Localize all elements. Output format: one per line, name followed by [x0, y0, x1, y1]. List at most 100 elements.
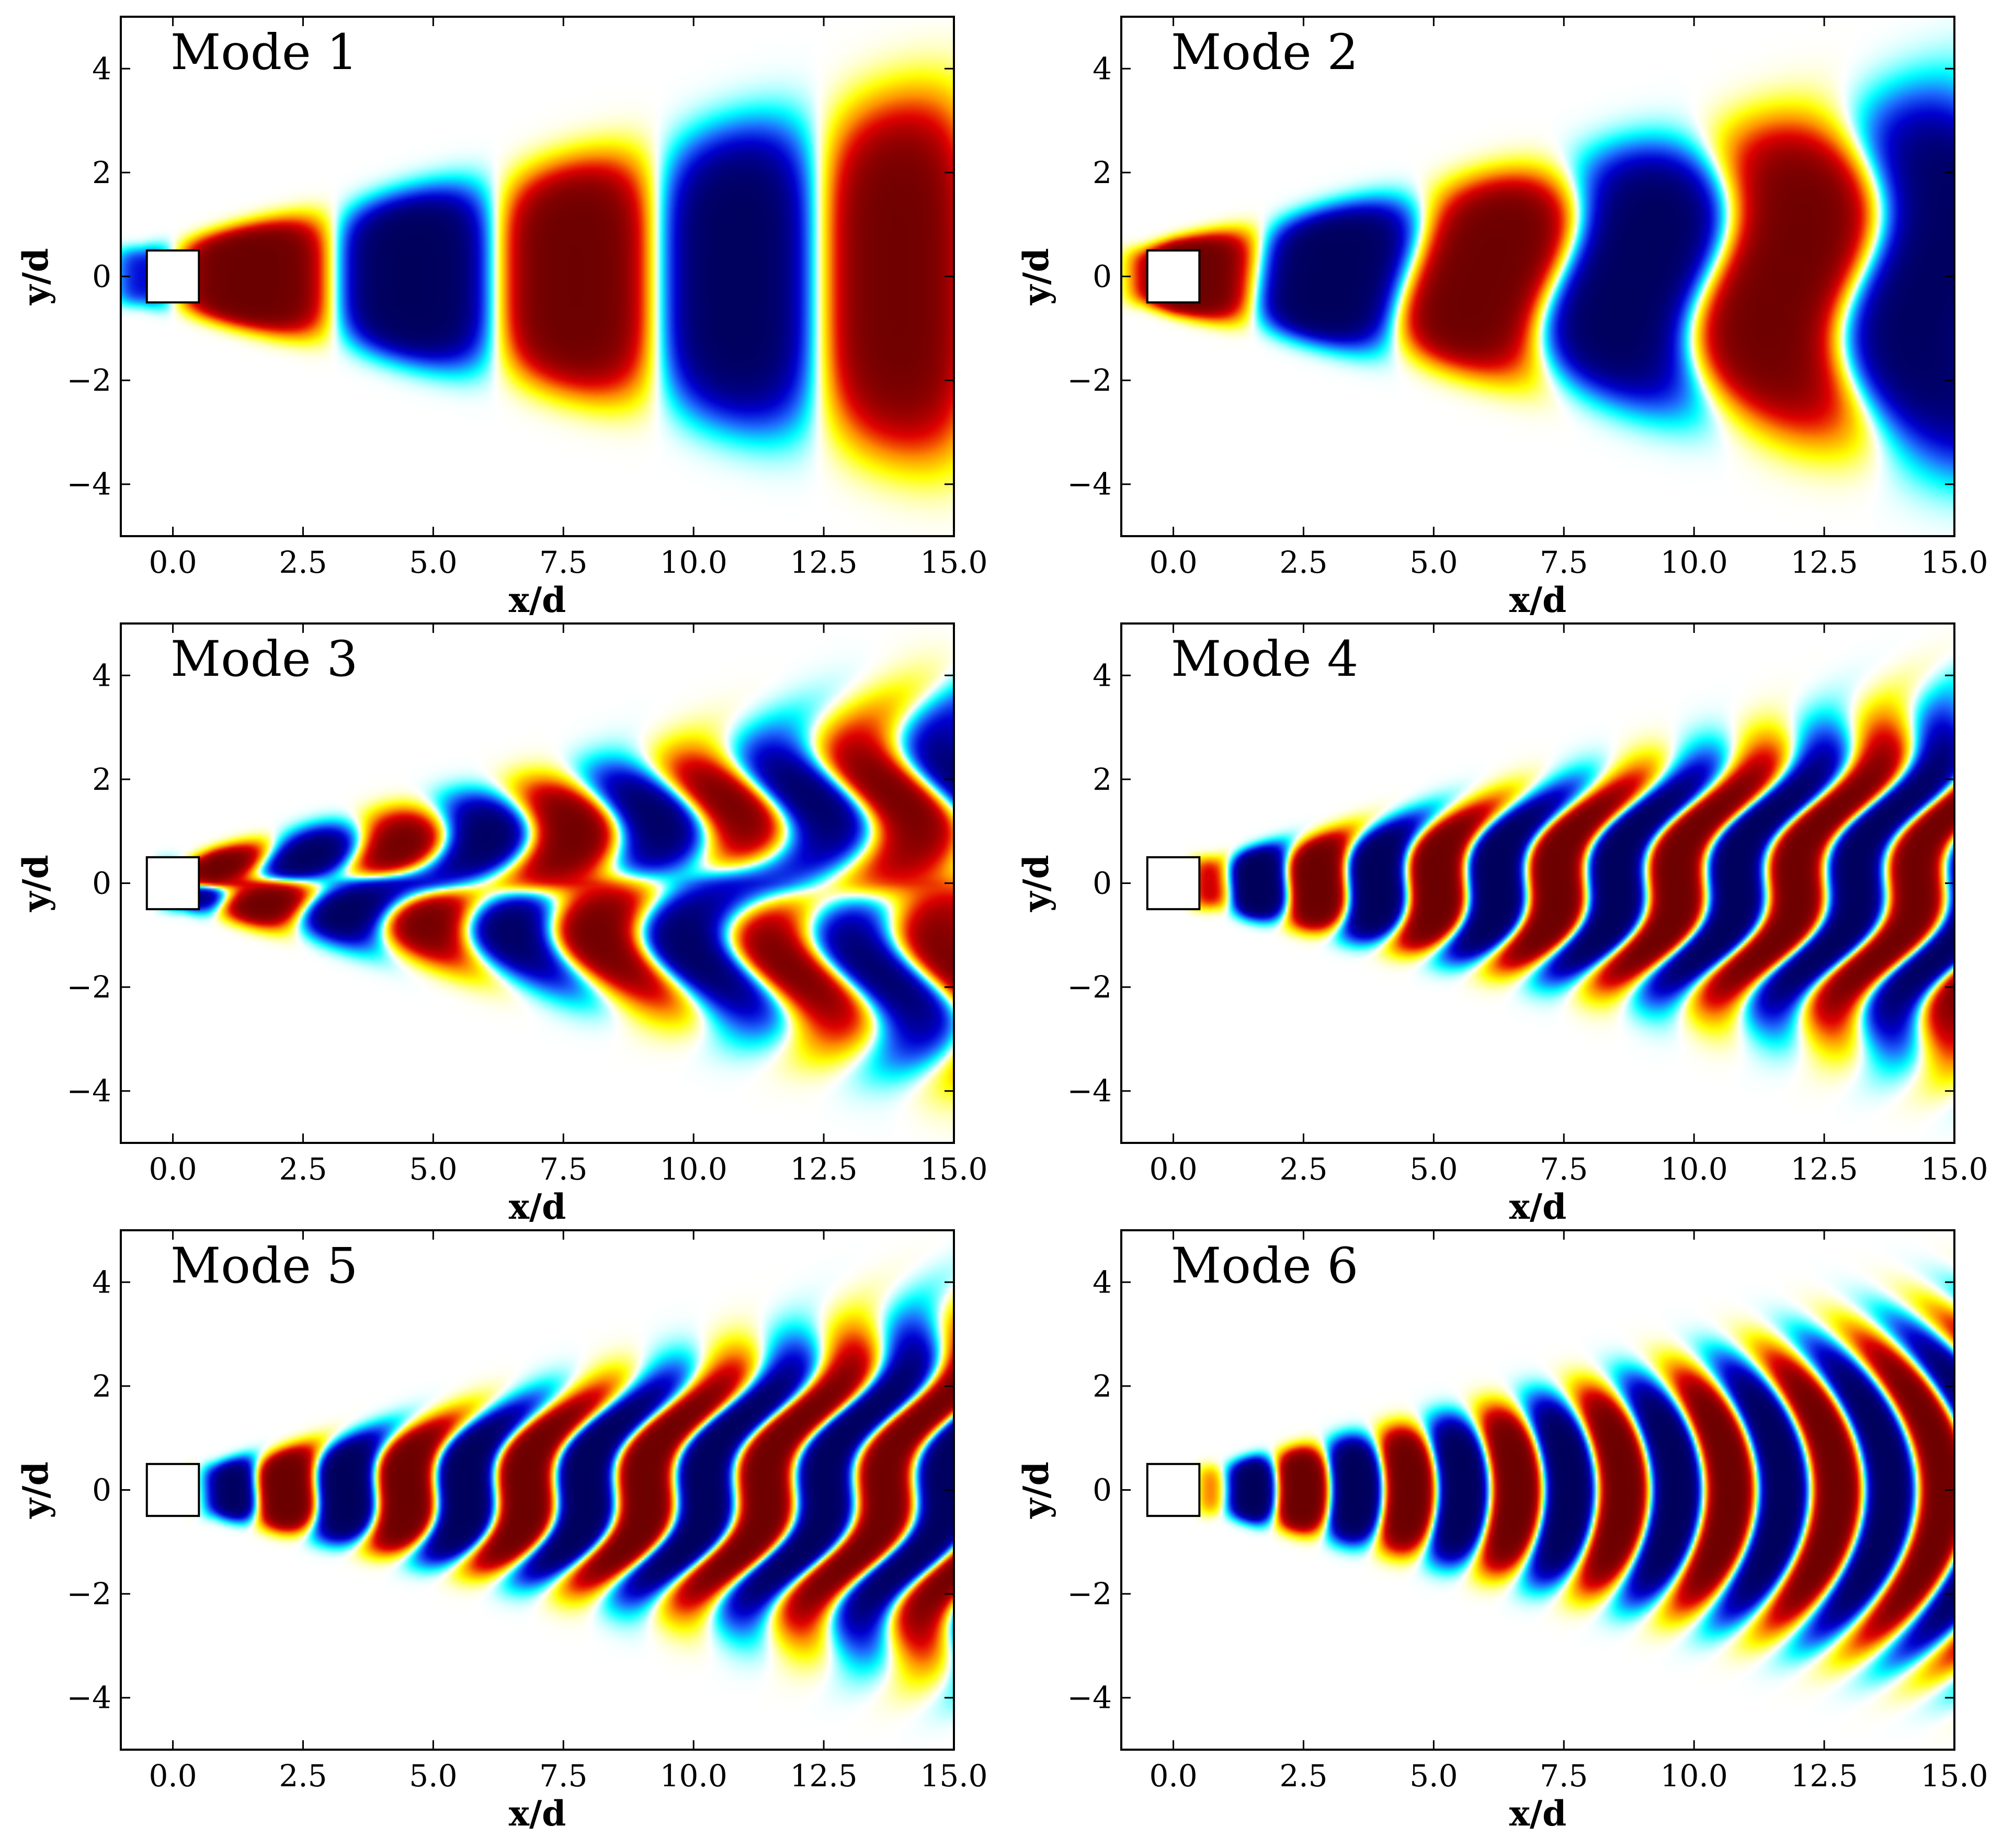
panel-title: Mode 5	[170, 1238, 358, 1295]
y-tick-label: 2	[92, 762, 111, 797]
field-contour	[1121, 1230, 1954, 1750]
x-tick-label: 15.0	[920, 545, 987, 580]
y-tick-label: 0	[92, 866, 111, 901]
y-axis-label: y/d	[15, 1461, 56, 1519]
x-tick-label: 2.5	[279, 1758, 327, 1794]
y-tick-label: −2	[1067, 362, 1112, 398]
x-tick-label: 2.5	[1279, 545, 1327, 580]
y-tick-label: 4	[1093, 657, 1112, 693]
y-tick-label: 0	[1093, 866, 1112, 901]
y-tick-label: −2	[1067, 969, 1112, 1005]
x-tick-label: 7.5	[539, 545, 587, 580]
x-tick-label: 15.0	[920, 1151, 987, 1187]
x-tick-label: 2.5	[1279, 1151, 1327, 1187]
field-contour	[121, 17, 954, 536]
x-tick-label: 5.0	[1409, 545, 1458, 580]
y-tick-label: 0	[1093, 259, 1112, 294]
x-tick-label: 15.0	[1920, 1151, 1988, 1187]
panel-mode-1: 0.0 2.5 5.0 7.5 10.0 12.5 15.0 −4 −2 0 2 4 x/d y/d Mod…	[15, 16, 988, 620]
x-tick-label: 7.5	[539, 1758, 587, 1794]
x-tick-label: 2.5	[279, 1151, 327, 1187]
x-axis-label: x/d	[1509, 1186, 1567, 1227]
x-tick-label: 12.5	[1791, 545, 1858, 580]
cylinder-body	[1146, 249, 1201, 304]
x-tick-label: 12.5	[790, 1151, 858, 1187]
panel-title: Mode 2	[1171, 24, 1358, 81]
x-tick-label: 10.0	[660, 545, 727, 580]
y-tick-label: 2	[1093, 1368, 1112, 1404]
y-tick-label: 0	[1093, 1472, 1112, 1508]
y-tick-label: −4	[67, 467, 112, 502]
x-tick-label: 7.5	[539, 1151, 587, 1187]
field-contour	[1121, 17, 1954, 536]
x-tick-label: 0.0	[149, 1758, 197, 1794]
y-tick-label: −4	[67, 1073, 112, 1109]
panel-mode-3: 0.0 2.5 5.0 7.5 10.0 12.5 15.0 −4 −2 0 2 4 x/d y/d Mod…	[15, 622, 988, 1227]
panel-mode-4: 0.0 2.5 5.0 7.5 10.0 12.5 15.0 −4 −2 0 2 4 x/d y/d Mod…	[1016, 622, 1988, 1227]
x-tick-label: 7.5	[1540, 545, 1588, 580]
x-tick-label: 7.5	[1540, 1758, 1588, 1794]
panel-mode-6: 0.0 2.5 5.0 7.5 10.0 12.5 15.0 −4 −2 0 2 4 x/d y/d Mod…	[1016, 1229, 1988, 1834]
x-tick-label: 10.0	[660, 1151, 727, 1187]
x-tick-label: 12.5	[1791, 1758, 1858, 1794]
panel-title: Mode 1	[170, 24, 358, 81]
y-tick-label: 4	[1093, 1264, 1112, 1300]
x-tick-label: 2.5	[1279, 1758, 1327, 1794]
x-tick-label: 12.5	[790, 1758, 858, 1794]
x-tick-label: 12.5	[1791, 1151, 1858, 1187]
x-axis-label: x/d	[509, 580, 566, 620]
y-axis-label: y/d	[1016, 855, 1056, 912]
field-contour	[121, 623, 954, 1143]
field-contour	[1121, 623, 1954, 1143]
x-tick-label: 5.0	[409, 1758, 457, 1794]
x-tick-label: 5.0	[409, 1151, 457, 1187]
cylinder-body	[145, 856, 200, 911]
y-tick-label: 4	[92, 51, 111, 86]
y-tick-label: −4	[1067, 1680, 1112, 1716]
y-tick-label: 2	[92, 1368, 111, 1404]
x-tick-label: 2.5	[279, 545, 327, 580]
y-axis-label: y/d	[15, 248, 56, 305]
x-tick-label: 5.0	[409, 545, 457, 580]
cylinder-body	[145, 1462, 200, 1517]
x-tick-label: 0.0	[149, 545, 197, 580]
x-tick-label: 5.0	[1409, 1758, 1458, 1794]
x-tick-label: 10.0	[1660, 1758, 1728, 1794]
x-tick-label: 0.0	[1149, 545, 1197, 580]
y-tick-label: −4	[1067, 1073, 1112, 1109]
y-tick-label: −4	[67, 1680, 112, 1716]
x-tick-label: 10.0	[1660, 545, 1728, 580]
panel-title: Mode 3	[170, 631, 358, 688]
y-tick-label: −2	[1067, 1576, 1112, 1612]
y-tick-label: −2	[67, 1576, 112, 1612]
y-tick-label: 2	[92, 155, 111, 190]
x-axis-label: x/d	[1509, 580, 1567, 620]
y-tick-label: 0	[92, 259, 111, 294]
x-tick-label: 5.0	[1409, 1151, 1458, 1187]
x-tick-label: 10.0	[1660, 1151, 1728, 1187]
y-tick-label: 2	[1093, 762, 1112, 797]
y-tick-label: 4	[92, 1264, 111, 1300]
cylinder-body	[1146, 1462, 1201, 1517]
x-axis-label: x/d	[509, 1793, 566, 1834]
x-tick-label: 0.0	[1149, 1758, 1197, 1794]
x-axis-label: x/d	[509, 1186, 566, 1227]
y-axis-label: y/d	[1016, 1461, 1056, 1519]
panel-title: Mode 4	[1171, 631, 1358, 688]
x-tick-label: 10.0	[660, 1758, 727, 1794]
x-tick-label: 15.0	[1920, 1758, 1988, 1794]
y-tick-label: 2	[1093, 155, 1112, 190]
x-axis-label: x/d	[1509, 1793, 1567, 1834]
y-tick-label: 0	[92, 1472, 111, 1508]
y-tick-label: 4	[92, 657, 111, 693]
panel-mode-5: 0.0 2.5 5.0 7.5 10.0 12.5 15.0 −4 −2 0 2 4 x/d y/d Mod…	[15, 1229, 988, 1834]
x-tick-label: 12.5	[790, 545, 858, 580]
x-tick-label: 0.0	[1149, 1151, 1197, 1187]
y-axis-label: y/d	[1016, 248, 1056, 305]
y-tick-label: −2	[67, 969, 112, 1005]
x-tick-label: 15.0	[920, 1758, 987, 1794]
field-contour	[121, 1230, 954, 1750]
y-axis-label: y/d	[15, 855, 56, 912]
cylinder-body	[145, 249, 200, 304]
